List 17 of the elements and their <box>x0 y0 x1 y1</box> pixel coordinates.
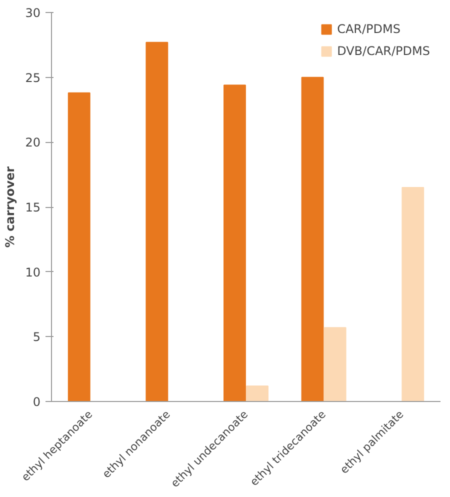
bar <box>402 187 424 402</box>
bar <box>146 42 168 402</box>
y-tick-label: 25 <box>25 70 41 85</box>
y-tick-label: 5 <box>32 330 41 344</box>
bar <box>224 84 246 402</box>
bar <box>68 92 90 402</box>
legend-label: DVB/CAR/PDMS <box>337 44 430 58</box>
y-axis-title: % carryover <box>3 166 18 248</box>
bar <box>246 385 268 402</box>
bar <box>301 76 324 402</box>
y-tick-label: 30 <box>25 6 41 20</box>
y-tick-label: 15 <box>25 200 41 214</box>
y-tick-label: 10 <box>25 265 41 280</box>
bar <box>324 327 346 402</box>
y-tick-label: 20 <box>25 136 41 150</box>
legend-label: CAR/PDMS <box>337 22 400 36</box>
y-tick-label: 0 <box>32 395 41 409</box>
